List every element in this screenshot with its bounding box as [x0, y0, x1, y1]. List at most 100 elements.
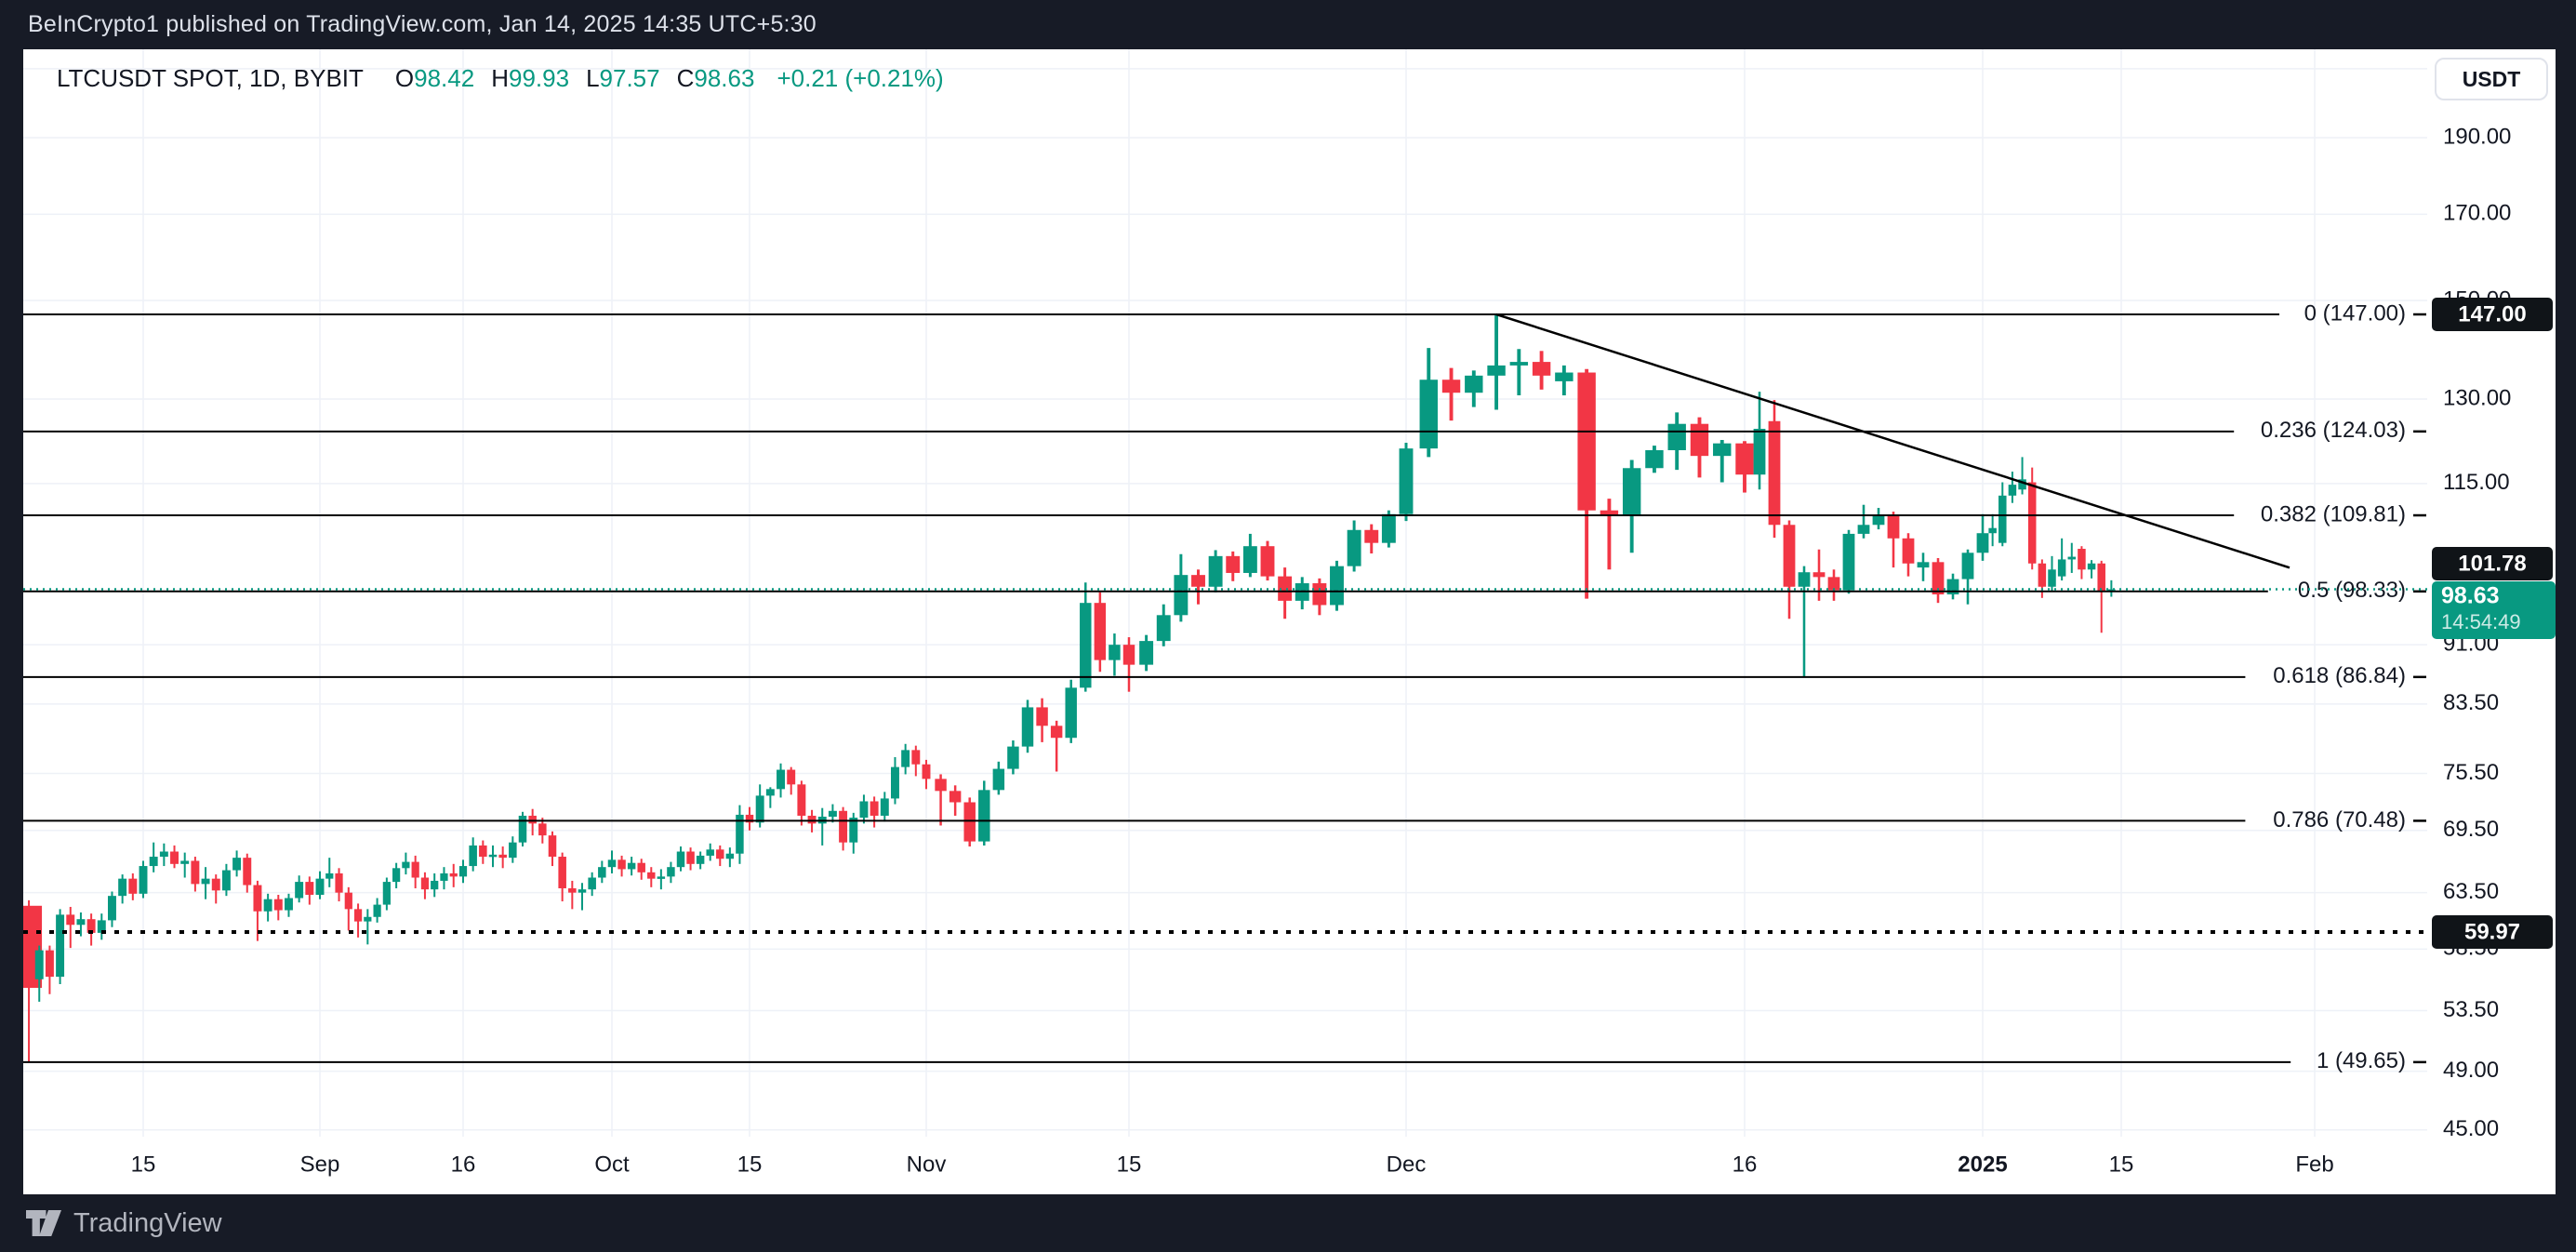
candle[interactable] — [1347, 529, 1361, 566]
candle[interactable] — [870, 801, 879, 816]
candle[interactable] — [911, 750, 921, 765]
candle[interactable] — [382, 882, 391, 905]
candle[interactable] — [1122, 645, 1135, 665]
candle[interactable] — [1399, 448, 1414, 514]
candle[interactable] — [1577, 372, 1596, 511]
candle[interactable] — [1887, 515, 1900, 539]
candle[interactable] — [76, 919, 86, 926]
candle[interactable] — [686, 851, 695, 864]
candle[interactable] — [1509, 362, 1529, 366]
candle[interactable] — [273, 899, 283, 911]
candle[interactable] — [139, 866, 148, 894]
candle[interactable] — [598, 867, 606, 878]
candle[interactable] — [588, 877, 596, 890]
candle[interactable] — [411, 861, 419, 878]
candle[interactable] — [118, 878, 127, 897]
candle[interactable] — [2038, 563, 2047, 587]
candle[interactable] — [2087, 563, 2096, 570]
candle[interactable] — [373, 904, 381, 917]
candle[interactable] — [1645, 449, 1664, 469]
candle[interactable] — [518, 815, 527, 843]
candle[interactable] — [34, 950, 44, 979]
candle[interactable] — [449, 872, 458, 877]
candle[interactable] — [420, 877, 430, 890]
candle[interactable] — [1226, 555, 1241, 573]
candle[interactable] — [2097, 563, 2105, 592]
descending-trendline[interactable] — [1495, 313, 2291, 569]
symbol-title[interactable]: LTCUSDT SPOT, 1D, BYBIT — [57, 63, 364, 92]
candle[interactable] — [295, 882, 304, 899]
fib-retracement[interactable]: 0 (147.00) 0.236 (124.03) 0.382 (109.81) 0.… — [23, 300, 2426, 1073]
candle[interactable] — [1208, 555, 1223, 587]
candle[interactable] — [607, 859, 617, 868]
candle[interactable] — [1278, 576, 1293, 601]
candle[interactable] — [2107, 589, 2116, 593]
candle[interactable] — [1932, 562, 1945, 595]
candle[interactable] — [1381, 513, 1396, 543]
candle[interactable] — [2018, 479, 2026, 490]
candle[interactable] — [617, 859, 626, 870]
candle[interactable] — [548, 835, 557, 858]
candle[interactable] — [1902, 538, 1915, 564]
candle[interactable] — [1007, 746, 1019, 769]
candle[interactable] — [1827, 577, 1840, 591]
candles-layer[interactable] — [23, 314, 2116, 1062]
candle[interactable] — [325, 872, 334, 879]
candle[interactable] — [1242, 546, 1257, 573]
candle[interactable] — [1812, 572, 1826, 578]
candle[interactable] — [1065, 687, 1077, 739]
candle[interactable] — [2067, 556, 2077, 560]
tradingview-wordmark[interactable]: TradingView — [73, 1207, 222, 1238]
candle[interactable] — [191, 860, 200, 885]
candle[interactable] — [1139, 641, 1154, 665]
chart-panel[interactable]: 0 (147.00) 0.236 (124.03) 0.382 (109.81) 0.… — [23, 49, 2556, 1194]
candle[interactable] — [458, 866, 468, 877]
candle[interactable] — [1330, 566, 1344, 606]
candle[interactable] — [1713, 443, 1732, 457]
candle[interactable] — [1842, 533, 1855, 591]
price-scale-unit-button[interactable]: USDT — [2435, 58, 2548, 100]
candle[interactable] — [1364, 529, 1379, 543]
candle[interactable] — [745, 814, 754, 823]
candle[interactable] — [45, 950, 54, 978]
candle[interactable] — [1532, 362, 1551, 376]
candle[interactable] — [1260, 546, 1275, 577]
candle[interactable] — [402, 861, 410, 869]
candle[interactable] — [1036, 707, 1048, 726]
candle[interactable] — [1191, 575, 1205, 587]
candle[interactable] — [725, 853, 735, 859]
candle[interactable] — [935, 779, 947, 792]
trendline[interactable] — [1495, 313, 2291, 569]
candle[interactable] — [637, 862, 645, 872]
candle[interactable] — [108, 896, 116, 921]
candle[interactable] — [305, 882, 314, 895]
candle[interactable] — [1976, 533, 1989, 553]
candle[interactable] — [657, 876, 666, 879]
candle[interactable] — [221, 870, 231, 891]
candle[interactable] — [1174, 575, 1188, 616]
candle[interactable] — [1465, 375, 1483, 393]
candle[interactable] — [1961, 553, 1974, 579]
candle[interactable] — [706, 849, 714, 856]
candle[interactable] — [901, 750, 910, 767]
candle[interactable] — [777, 769, 785, 790]
candle[interactable] — [765, 789, 775, 796]
candle[interactable] — [1050, 726, 1063, 739]
candle[interactable] — [469, 845, 477, 867]
candle[interactable] — [839, 810, 848, 843]
candle[interactable] — [149, 857, 158, 867]
candle[interactable] — [627, 862, 636, 870]
candle[interactable] — [787, 769, 796, 785]
candle[interactable] — [353, 909, 363, 922]
candle[interactable] — [285, 898, 293, 911]
candle[interactable] — [2057, 559, 2066, 577]
candle[interactable] — [849, 818, 858, 843]
candle[interactable] — [568, 888, 577, 893]
candle[interactable] — [807, 815, 817, 824]
candle[interactable] — [1798, 572, 1811, 587]
candle[interactable] — [949, 791, 962, 803]
candle[interactable] — [1094, 603, 1107, 660]
candle[interactable] — [1735, 443, 1754, 475]
candle[interactable] — [1312, 583, 1327, 606]
candle[interactable] — [558, 857, 566, 889]
